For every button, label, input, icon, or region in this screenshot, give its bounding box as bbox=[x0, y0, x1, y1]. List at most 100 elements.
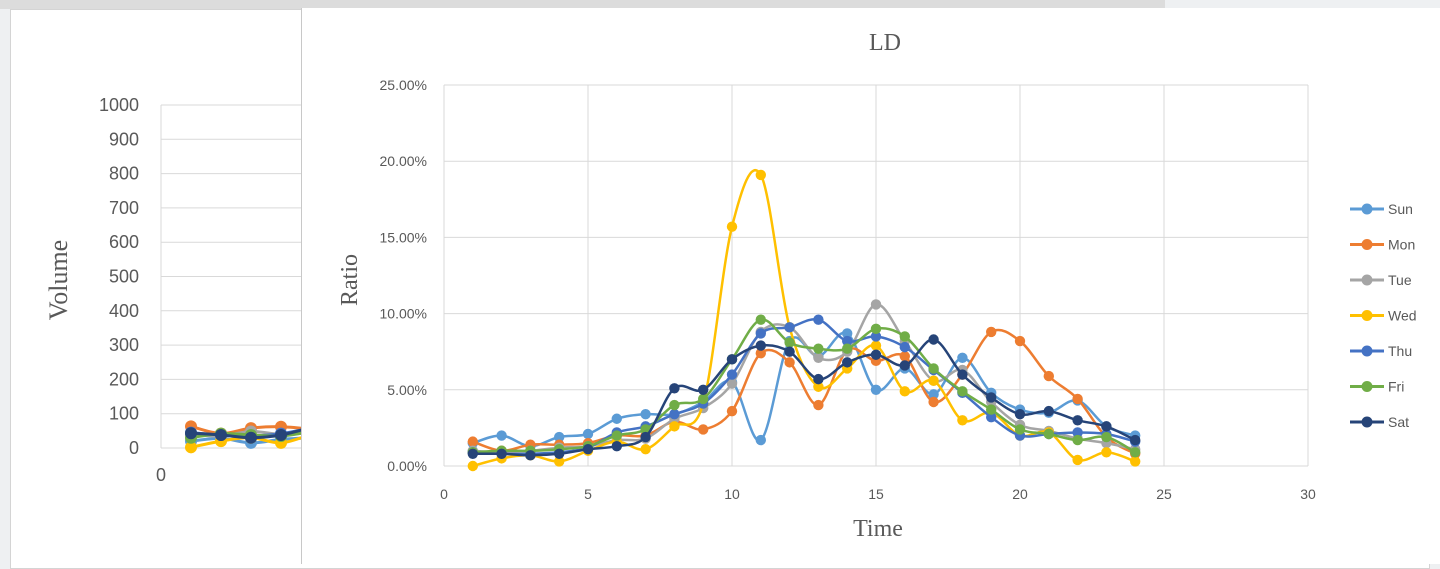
chart-title: LD bbox=[869, 30, 901, 56]
volume-data-point bbox=[215, 428, 227, 441]
data-point-sat bbox=[525, 450, 536, 461]
y-tick-label: 15.00% bbox=[380, 229, 427, 245]
data-point-mon bbox=[813, 399, 824, 411]
y-tick-label: 20.00% bbox=[380, 153, 427, 169]
data-point-thu bbox=[986, 412, 997, 423]
legend-label: Thu bbox=[1388, 343, 1412, 359]
data-point-sun bbox=[957, 352, 968, 363]
data-point-sat bbox=[813, 373, 824, 385]
x-tick-label: 10 bbox=[724, 486, 740, 502]
data-point-sun bbox=[611, 413, 622, 424]
data-point-sat bbox=[726, 354, 738, 365]
data-point-thu bbox=[1072, 427, 1083, 438]
data-point-mon bbox=[899, 351, 910, 362]
data-point-mon bbox=[784, 357, 795, 368]
ld-series bbox=[467, 168, 1141, 472]
data-point-fri bbox=[698, 393, 709, 405]
data-point-wed bbox=[726, 221, 738, 232]
ld-tick-labels: 0.00% 5.00% 10.00% 15.00% 20.00% 25.00% 0 5 10 15… bbox=[380, 77, 1316, 502]
data-point-wed bbox=[1101, 447, 1112, 458]
data-point-wed bbox=[813, 381, 824, 392]
data-point-fri bbox=[611, 430, 622, 441]
data-point-fri bbox=[1130, 447, 1141, 458]
data-point-fri bbox=[957, 386, 968, 397]
legend-label: Sun bbox=[1388, 201, 1413, 217]
data-point-sat bbox=[496, 448, 507, 460]
volume-tick-labels: 0100200300400500600700800900100005 bbox=[99, 95, 316, 485]
legend-label: Wed bbox=[1388, 308, 1417, 324]
data-point-mon bbox=[928, 396, 939, 408]
legend-label: Tue bbox=[1388, 272, 1412, 288]
data-point-wed bbox=[870, 340, 882, 351]
data-point-tue bbox=[813, 352, 824, 363]
window-top-strip bbox=[0, 0, 1165, 9]
volume-data-point bbox=[275, 428, 287, 441]
volume-data-point bbox=[185, 441, 197, 454]
legend-item-thu: Thu bbox=[1350, 343, 1412, 359]
data-point-mon bbox=[1072, 393, 1083, 405]
data-point-sat bbox=[870, 349, 882, 360]
data-point-fri bbox=[669, 399, 680, 411]
ld-chart-svg: LD 0.00% 5.00% 10.00% 15.00% 20.00% 25.00% 0 5 1… bbox=[337, 30, 1417, 542]
data-point-sat bbox=[842, 357, 853, 368]
y-tick-label: 25.00% bbox=[380, 77, 427, 93]
data-point-thu bbox=[842, 335, 853, 347]
data-point-fri bbox=[784, 337, 795, 348]
data-point-sun bbox=[928, 389, 939, 400]
volume-y-tick-label: 300 bbox=[109, 335, 139, 355]
legend-item-sun: Sun bbox=[1350, 201, 1413, 217]
data-point-mon bbox=[755, 348, 766, 359]
volume-data-point bbox=[245, 431, 257, 444]
series-line-wed bbox=[472, 168, 1136, 468]
ld-gridlines bbox=[443, 84, 1309, 467]
volume-y-tick-label: 400 bbox=[109, 301, 139, 321]
data-point-thu bbox=[784, 322, 795, 333]
x-axis-title: Time bbox=[853, 516, 903, 542]
data-point-sat bbox=[1014, 408, 1026, 420]
legend-label: Sat bbox=[1388, 414, 1409, 430]
data-point-fri bbox=[899, 331, 910, 342]
data-point-fri bbox=[870, 323, 882, 335]
data-point-wed bbox=[640, 444, 651, 455]
data-point-sat bbox=[1072, 415, 1083, 426]
data-point-sat bbox=[467, 448, 478, 460]
data-point-mon bbox=[986, 326, 997, 338]
data-point-sat bbox=[640, 431, 651, 443]
legend-marker-swatch bbox=[1361, 310, 1373, 321]
data-point-sun bbox=[755, 434, 766, 446]
data-point-sun bbox=[496, 430, 507, 441]
data-point-fri bbox=[1072, 434, 1083, 446]
data-point-wed bbox=[669, 421, 680, 432]
data-point-fri bbox=[928, 363, 939, 374]
legend-item-fri: Fri bbox=[1350, 379, 1404, 395]
data-point-sun bbox=[582, 428, 594, 440]
data-point-wed bbox=[928, 375, 939, 386]
volume-y-tick-label: 1000 bbox=[99, 95, 139, 115]
data-point-sat bbox=[1101, 421, 1112, 432]
data-point-sat bbox=[986, 392, 997, 403]
data-point-sat bbox=[698, 384, 709, 395]
data-point-sat bbox=[1043, 405, 1054, 417]
data-point-fri bbox=[1014, 424, 1026, 435]
legend-marker-swatch bbox=[1361, 416, 1373, 428]
ld-chart[interactable]: LD 0.00% 5.00% 10.00% 15.00% 20.00% 25.00% 0 5 1… bbox=[301, 8, 1440, 564]
data-point-sat bbox=[957, 369, 968, 380]
legend-marker-swatch bbox=[1361, 239, 1373, 250]
volume-x-tick-label: 0 bbox=[156, 465, 166, 485]
data-point-sat bbox=[784, 346, 795, 357]
x-tick-label: 5 bbox=[584, 486, 592, 502]
legend-marker-swatch bbox=[1361, 274, 1373, 286]
data-point-sat bbox=[1130, 434, 1141, 446]
data-point-sat bbox=[611, 440, 622, 452]
data-point-fri bbox=[1043, 428, 1054, 440]
legend-label: Mon bbox=[1388, 237, 1415, 253]
volume-y-tick-label: 0 bbox=[129, 438, 139, 458]
legend-marker-swatch bbox=[1361, 345, 1373, 357]
data-point-wed bbox=[899, 386, 910, 397]
x-tick-label: 0 bbox=[440, 486, 448, 502]
data-point-fri bbox=[1101, 431, 1112, 443]
data-point-sat bbox=[582, 444, 594, 455]
volume-y-tick-label: 100 bbox=[109, 404, 139, 424]
volume-y-tick-label: 700 bbox=[109, 198, 139, 218]
series-line-sat bbox=[472, 338, 1136, 457]
